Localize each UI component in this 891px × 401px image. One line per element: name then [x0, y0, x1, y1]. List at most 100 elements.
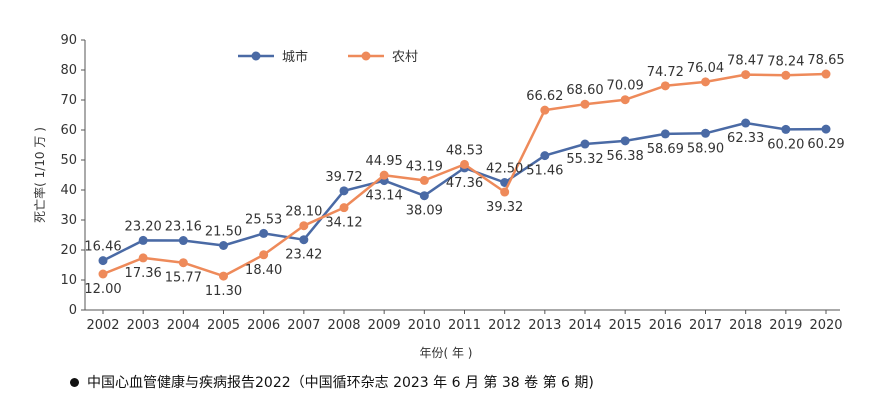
data-point [419, 175, 429, 185]
data-label: 58.69 [647, 142, 684, 157]
data-point [701, 128, 710, 138]
data-point [741, 70, 751, 80]
x-tick-label: 2014 [568, 318, 601, 333]
legend-label: 城市 [282, 49, 308, 65]
data-label: 12.00 [84, 282, 121, 297]
data-label: 44.95 [366, 154, 403, 169]
data-label: 76.04 [687, 61, 724, 76]
legend-marker [251, 51, 261, 61]
data-point [299, 235, 309, 245]
data-point [660, 81, 670, 91]
x-tick-label: 2013 [528, 318, 561, 333]
data-point [580, 99, 590, 109]
data-label: 55.32 [566, 152, 603, 167]
data-point [219, 241, 228, 250]
y-tick-label: 30 [60, 213, 77, 228]
data-point [781, 70, 791, 80]
data-label: 28.10 [285, 205, 322, 220]
data-label: 38.09 [406, 204, 443, 219]
x-tick-label: 2004 [167, 318, 200, 333]
y-tick-label: 80 [60, 63, 77, 78]
data-point [339, 203, 349, 213]
data-point [219, 271, 228, 281]
x-tick-label: 2005 [207, 318, 240, 333]
x-tick-label: 2010 [408, 318, 441, 333]
x-tick-label: 2006 [247, 318, 280, 333]
data-point [500, 187, 510, 197]
data-label: 17.36 [125, 266, 162, 281]
line-chart: 0 10 20 30 40 50 60 70 80 90 2002 2003 2004 2005 2006 2… [32, 33, 845, 360]
data-label: 23.42 [285, 248, 322, 263]
data-point [98, 269, 108, 279]
data-point [419, 191, 429, 201]
data-label: 43.14 [366, 189, 403, 204]
data-label: 42.50 [486, 162, 523, 177]
x-tick-label: 2011 [448, 318, 481, 333]
data-label: 68.60 [566, 83, 603, 98]
data-label: 78.24 [767, 54, 804, 69]
x-tick-label: 2002 [86, 318, 119, 333]
data-label: 78.47 [727, 54, 764, 69]
data-point [178, 236, 188, 246]
data-label: 16.46 [84, 240, 121, 255]
bullet-icon [70, 377, 79, 387]
y-tick-label: 20 [60, 243, 77, 258]
x-tick-label: 2019 [769, 318, 802, 333]
data-label: 43.19 [406, 159, 443, 174]
x-tick-label: 2003 [127, 318, 160, 333]
y-tick-label: 40 [60, 183, 77, 198]
x-tick-label: 2012 [488, 318, 521, 333]
data-label: 47.36 [446, 176, 483, 191]
data-point [620, 95, 630, 105]
x-tick-label: 2008 [327, 318, 360, 333]
data-label: 56.38 [607, 149, 644, 164]
data-point [138, 253, 148, 263]
x-tick-label: 2018 [729, 318, 762, 333]
y-tick-label: 10 [60, 273, 77, 288]
y-tick-label: 0 [69, 303, 77, 318]
data-label: 58.90 [687, 141, 724, 156]
data-point [821, 124, 831, 134]
data-label: 51.46 [526, 164, 563, 179]
source-note-text: 中国心血管健康与疾病报告2022（中国循环杂志 2023 年 6 月 第 38 … [87, 375, 594, 391]
x-tick-label: 2017 [689, 318, 722, 333]
data-point [660, 129, 670, 139]
data-point [339, 186, 349, 196]
data-label: 11.30 [205, 284, 242, 299]
data-label: 48.53 [446, 143, 483, 158]
data-point [379, 170, 389, 180]
data-label: 21.50 [205, 225, 242, 240]
data-point [540, 105, 550, 115]
legend-label: 农村 [392, 50, 418, 65]
x-tick-label: 2015 [609, 318, 642, 333]
data-point [781, 124, 791, 134]
x-tick-label: 2020 [809, 318, 842, 333]
source-note: 中国心血管健康与疾病报告2022（中国循环杂志 2023 年 6 月 第 38 … [70, 372, 594, 392]
data-point [821, 69, 831, 79]
data-point [540, 151, 550, 161]
data-point [259, 250, 269, 260]
data-label: 62.33 [727, 131, 764, 146]
y-tick-label: 50 [60, 153, 77, 168]
data-point [460, 159, 469, 169]
data-point [178, 258, 188, 268]
data-point [259, 228, 269, 238]
data-label: 25.53 [245, 212, 282, 227]
y-tick-label: 90 [60, 33, 77, 48]
data-label: 39.72 [325, 170, 362, 185]
data-point [741, 118, 751, 128]
x-tick-label: 2009 [368, 318, 401, 333]
y-axis-title: 死亡率( 1/10 万 ) [32, 127, 47, 223]
data-label: 78.65 [807, 53, 844, 68]
data-label: 23.20 [125, 219, 162, 234]
x-axis-title: 年份( 年 ) [420, 346, 473, 360]
data-label: 18.40 [245, 263, 282, 278]
data-label: 23.16 [165, 220, 202, 235]
data-label: 60.29 [807, 137, 844, 152]
data-point [580, 139, 590, 149]
data-point [620, 136, 630, 146]
data-label: 74.72 [647, 65, 684, 80]
data-point [701, 77, 710, 87]
y-tick-label: 70 [60, 93, 77, 108]
data-point [138, 235, 148, 245]
